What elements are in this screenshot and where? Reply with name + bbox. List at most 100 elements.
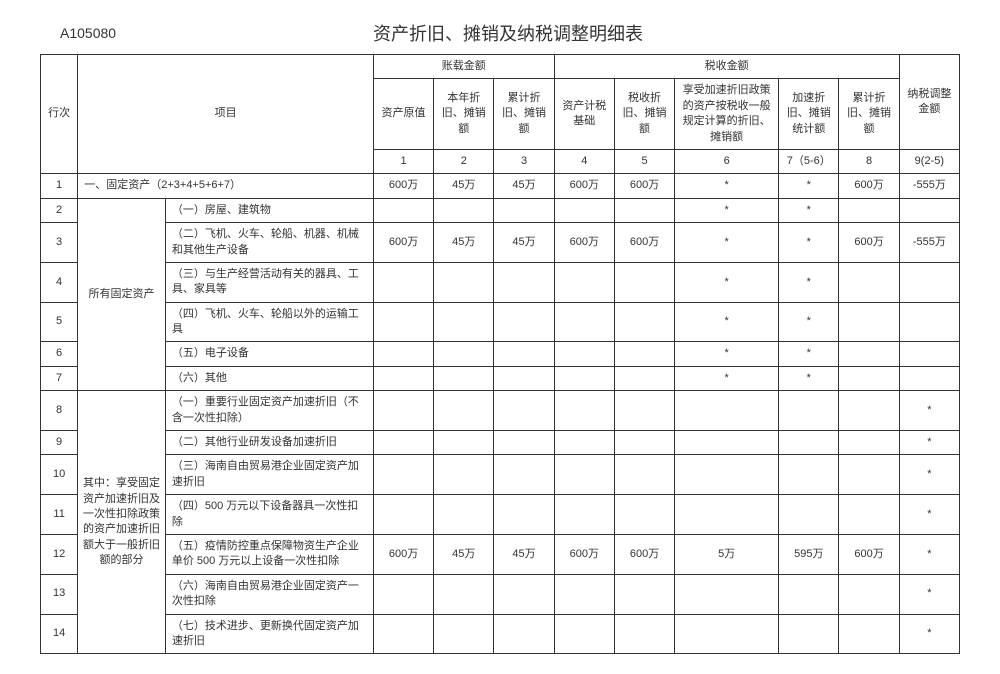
- cell: 600万: [839, 223, 899, 263]
- th-c4: 资产计税基础: [554, 79, 614, 150]
- depreciation-table: 行次 项目 账载金额 税收金额 纳税调整金额 资产原值 本年折旧、摊销额 累计折…: [40, 54, 960, 654]
- cell: [554, 366, 614, 390]
- cell: （三）与生产经营活动有关的器具、工具、家具等: [165, 262, 373, 302]
- th-n1: 1: [373, 149, 433, 173]
- th-c8: 累计折旧、摊销额: [839, 79, 899, 150]
- cell: *: [675, 174, 779, 198]
- cell: [899, 302, 959, 342]
- table-row: 10 （三）海南自由贸易港企业固定资产加速折旧 *: [41, 455, 960, 495]
- cell: [373, 574, 433, 614]
- table-row: 11 （四）500 万元以下设备器具一次性扣除 *: [41, 495, 960, 535]
- cell: [614, 302, 674, 342]
- table-row: 2所有固定资产（一）房屋、建筑物**: [41, 198, 960, 222]
- cell: [779, 455, 839, 495]
- cell: [373, 495, 433, 535]
- table-row: 7（六）其他**: [41, 366, 960, 390]
- cell: 1: [41, 174, 78, 198]
- cell: [899, 198, 959, 222]
- cell: （三）海南自由贸易港企业固定资产加速折旧: [165, 455, 373, 495]
- cell: [494, 614, 554, 654]
- cell: [839, 391, 899, 431]
- cell: [675, 574, 779, 614]
- cell: [899, 262, 959, 302]
- cell: 595万: [779, 534, 839, 574]
- cell: [434, 574, 494, 614]
- cell: （六）其他: [165, 366, 373, 390]
- cell: 45万: [434, 223, 494, 263]
- table-row: 8其中：享受固定资产加速折旧及一次性扣除政策的资产加速折旧额大于一般折旧额的部分…: [41, 391, 960, 431]
- cell: [839, 495, 899, 535]
- cell: *: [675, 302, 779, 342]
- cell: [434, 495, 494, 535]
- cell: 10: [41, 455, 78, 495]
- cell: *: [899, 455, 959, 495]
- cell: 600万: [839, 174, 899, 198]
- cell: *: [899, 495, 959, 535]
- cell: *: [675, 342, 779, 366]
- cell: *: [899, 534, 959, 574]
- cell: [614, 614, 674, 654]
- table-row: 9（二）其他行业研发设备加速折旧*: [41, 431, 960, 455]
- cell: 所有固定资产: [78, 198, 166, 391]
- th-n2: 2: [434, 149, 494, 173]
- table-row: 1一、固定资产（2+3+4+5+6+7）600万45万45万600万600万**…: [41, 174, 960, 198]
- cell: （四）500 万元以下设备器具一次性扣除: [165, 495, 373, 535]
- th-n7: 7（5-6）: [779, 149, 839, 173]
- cell: 600万: [614, 174, 674, 198]
- cell: [839, 614, 899, 654]
- cell: [434, 198, 494, 222]
- cell: [554, 342, 614, 366]
- cell: （四）飞机、火车、轮船以外的运输工具: [165, 302, 373, 342]
- cell: -555万: [899, 174, 959, 198]
- cell: 600万: [554, 174, 614, 198]
- table-row: 12（五）疫情防控重点保障物资生产企业单价 500 万元以上设备一次性扣除600…: [41, 534, 960, 574]
- page-title: 资产折旧、摊销及纳税调整明细表: [56, 20, 960, 46]
- cell: 13: [41, 574, 78, 614]
- cell: *: [675, 223, 779, 263]
- cell: [554, 455, 614, 495]
- cell: （二）飞机、火车、轮船、机器、机械和其他生产设备: [165, 223, 373, 263]
- table-row: 5（四）飞机、火车、轮船以外的运输工具**: [41, 302, 960, 342]
- cell: [373, 198, 433, 222]
- cell: [494, 455, 554, 495]
- cell: *: [899, 574, 959, 614]
- cell: [839, 431, 899, 455]
- cell: [434, 614, 494, 654]
- cell: *: [779, 342, 839, 366]
- cell: [614, 455, 674, 495]
- cell: 6: [41, 342, 78, 366]
- table-row: 14（七）技术进步、更新换代固定资产加速折旧*: [41, 614, 960, 654]
- cell: [494, 198, 554, 222]
- cell: [494, 342, 554, 366]
- cell: [494, 366, 554, 390]
- cell: -555万: [899, 223, 959, 263]
- cell: 600万: [373, 174, 433, 198]
- cell: [434, 302, 494, 342]
- th-book-group: 账载金额: [373, 55, 554, 79]
- th-c2: 本年折旧、摊销额: [434, 79, 494, 150]
- cell: 45万: [494, 174, 554, 198]
- cell: [494, 431, 554, 455]
- th-row-idx: 行次: [41, 55, 78, 174]
- header-row: A105080 资产折旧、摊销及纳税调整明细表: [40, 20, 960, 46]
- table-row: 6 （五）电子设备 **: [41, 342, 960, 366]
- cell: *: [779, 198, 839, 222]
- cell: 5万: [675, 534, 779, 574]
- cell: [675, 391, 779, 431]
- cell: [494, 391, 554, 431]
- cell: [779, 574, 839, 614]
- cell: [373, 614, 433, 654]
- cell: [494, 495, 554, 535]
- cell: 600万: [554, 223, 614, 263]
- th-c9: 纳税调整金额: [899, 55, 959, 150]
- cell: 11: [41, 495, 78, 535]
- cell: [779, 431, 839, 455]
- cell: （五）疫情防控重点保障物资生产企业单价 500 万元以上设备一次性扣除: [165, 534, 373, 574]
- th-c7: 加速折旧、摊销统计额: [779, 79, 839, 150]
- cell: [614, 495, 674, 535]
- cell: [434, 366, 494, 390]
- cell: （一）重要行业固定资产加速折旧（不含一次性扣除）: [165, 391, 373, 431]
- cell: （五）电子设备: [165, 342, 373, 366]
- cell: [554, 198, 614, 222]
- cell: [675, 431, 779, 455]
